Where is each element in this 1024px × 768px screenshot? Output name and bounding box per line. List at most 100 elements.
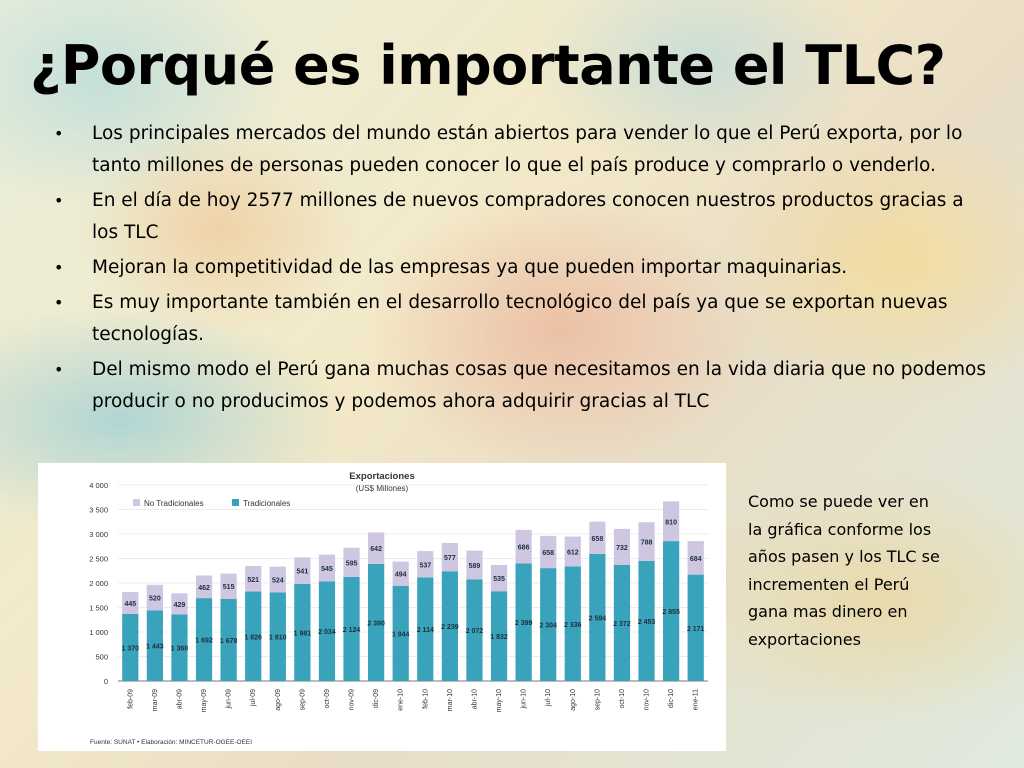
y-tick-label: 1 000 (89, 628, 108, 637)
bar-tradicionales (613, 564, 631, 681)
bar-no-tradicionales (343, 547, 360, 577)
legend-label-no-tradicionales: No Tradicionales (144, 499, 204, 508)
data-label-tradicionales: 1 826 (244, 634, 262, 641)
data-label-no-tradicionales: 788 (641, 539, 653, 546)
data-label-no-tradicionales: 612 (567, 550, 579, 557)
data-label-tradicionales: 1 981 (294, 630, 312, 637)
bullet-list: Los principales mercados del mundo están… (54, 118, 994, 421)
y-tick-label: 3 500 (89, 506, 108, 515)
data-label-no-tradicionales: 810 (665, 519, 677, 526)
bar-tradicionales (318, 581, 336, 681)
data-label-tradicionales: 1 810 (269, 635, 287, 642)
bar-no-tradicionales (466, 550, 483, 580)
data-label-tradicionales: 1 370 (122, 645, 140, 652)
data-label-no-tradicionales: 524 (272, 577, 284, 584)
bar-tradicionales (343, 576, 360, 681)
data-label-tradicionales: 2 372 (613, 621, 631, 628)
bar-no-tradicionales (589, 521, 606, 554)
bar-no-tradicionales (613, 528, 631, 565)
bar-no-tradicionales (245, 565, 262, 592)
x-tick-label: feb-10 (422, 689, 429, 709)
data-label-no-tradicionales: 520 (149, 596, 161, 603)
data-label-tradicionales: 2 453 (638, 619, 656, 626)
bar-no-tradicionales (220, 573, 237, 599)
x-tick-label: abr-10 (471, 689, 478, 709)
data-label-no-tradicionales: 577 (444, 555, 456, 562)
data-label-no-tradicionales: 658 (592, 536, 604, 543)
chart-subtitle: (US$ Millones) (356, 484, 409, 493)
bar-tradicionales (564, 566, 581, 681)
bar-no-tradicionales (318, 554, 336, 582)
bar-no-tradicionales (122, 592, 139, 614)
bar-tradicionales (392, 585, 409, 681)
data-label-no-tradicionales: 658 (542, 550, 554, 557)
bar-no-tradicionales (392, 561, 409, 586)
y-tick-label: 500 (95, 653, 108, 662)
data-label-tradicionales: 1 360 (171, 646, 189, 653)
data-label-no-tradicionales: 521 (247, 577, 259, 584)
data-label-no-tradicionales: 589 (469, 563, 481, 570)
data-label-no-tradicionales: 462 (198, 585, 210, 592)
bar-no-tradicionales (490, 565, 508, 592)
data-label-tradicionales: 1 944 (392, 631, 410, 638)
bar-no-tradicionales (368, 532, 385, 564)
x-tick-label: sep-10 (594, 689, 601, 711)
y-tick-label: 2 500 (89, 555, 108, 564)
bar-tradicionales (294, 583, 311, 681)
bar-tradicionales (663, 541, 680, 681)
bar-no-tradicionales (195, 575, 213, 599)
data-label-tradicionales: 1 443 (146, 644, 164, 651)
data-label-no-tradicionales: 684 (690, 556, 702, 563)
bar-tradicionales (122, 613, 139, 681)
data-label-no-tradicionales: 545 (321, 566, 333, 573)
bar-tradicionales (441, 571, 458, 681)
bullet-item: Los principales mercados del mundo están… (54, 118, 994, 182)
data-label-no-tradicionales: 515 (223, 584, 235, 591)
x-tick-label: sep-09 (299, 689, 306, 711)
x-tick-label: abr-09 (176, 689, 183, 709)
data-label-tradicionales: 2 124 (343, 627, 361, 634)
bar-tradicionales (269, 592, 286, 681)
x-tick-label: jul-10 (545, 689, 552, 707)
x-tick-label: ene-10 (398, 689, 405, 711)
bar-no-tradicionales (638, 522, 655, 561)
bar-tradicionales (220, 598, 237, 681)
data-label-tradicionales: 2 072 (466, 628, 484, 635)
x-tick-label: mar-09 (152, 689, 159, 711)
bar-tradicionales (490, 591, 508, 681)
data-label-tradicionales: 2 034 (318, 629, 336, 636)
data-label-no-tradicionales: 537 (419, 562, 431, 569)
y-tick-label: 1 500 (89, 604, 108, 613)
bar-tradicionales (195, 598, 213, 681)
data-label-no-tradicionales: 686 (518, 545, 530, 552)
bar-tradicionales (466, 579, 483, 681)
data-label-no-tradicionales: 429 (174, 602, 186, 609)
bar-tradicionales (515, 563, 532, 681)
y-tick-label: 2 000 (89, 579, 108, 588)
bar-no-tradicionales (146, 584, 163, 611)
bar-tradicionales (146, 610, 163, 681)
x-tick-label: jun-09 (226, 689, 233, 710)
x-tick-label: oct-10 (619, 689, 626, 709)
bar-no-tradicionales (540, 535, 557, 569)
bar-no-tradicionales (515, 529, 532, 564)
x-tick-label: ene-11 (693, 689, 700, 710)
bar-no-tradicionales (171, 593, 188, 615)
bar-no-tradicionales (663, 501, 680, 542)
x-tick-label: nov-10 (644, 689, 651, 711)
bullet-item: En el día de hoy 2577 millones de nuevos… (54, 185, 994, 249)
data-label-tradicionales: 2 855 (662, 609, 680, 616)
chart-svg: Exportaciones (US$ Millones) No Tradicio… (89, 471, 708, 746)
data-label-tradicionales: 2 171 (687, 626, 705, 633)
data-label-tradicionales: 2 336 (564, 622, 582, 629)
bullet-item: Del mismo modo el Perú gana muchas cosas… (54, 354, 994, 418)
bar-tradicionales (171, 614, 188, 681)
x-tick-label: feb-09 (127, 689, 134, 709)
legend-swatch-no-tradicionales (133, 499, 140, 506)
bullet-item: Mejoran la competitividad de las empresa… (54, 252, 994, 284)
bar-no-tradicionales (417, 551, 434, 578)
data-label-tradicionales: 1 678 (220, 638, 238, 645)
y-tick-label: 3 000 (89, 530, 108, 539)
x-tick-label: jun-10 (521, 689, 528, 710)
bar-tradicionales (589, 553, 606, 681)
